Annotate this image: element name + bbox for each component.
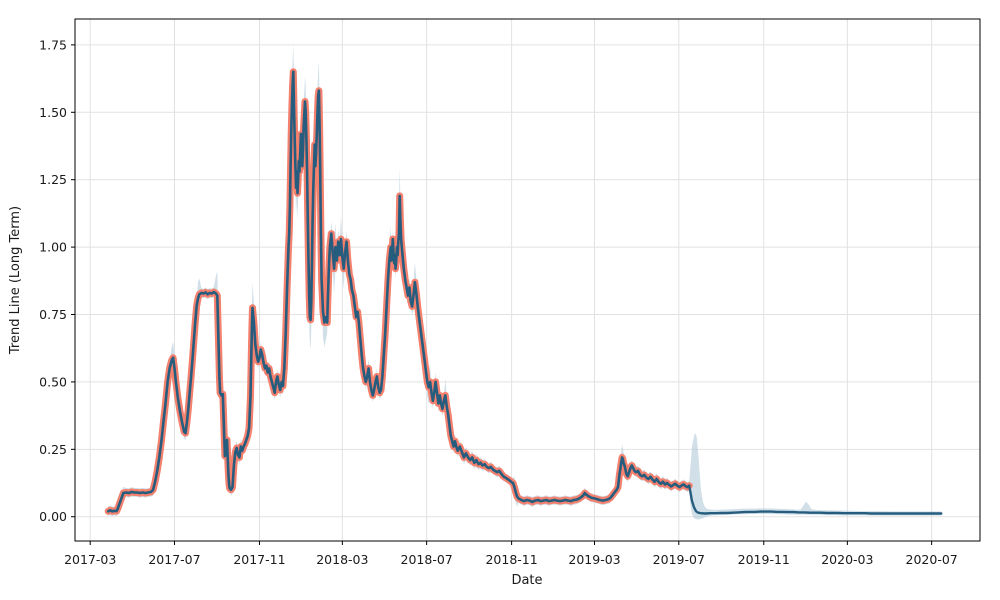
y-tick-label: 0.00: [39, 509, 67, 524]
x-tick-label: 2018-11: [485, 552, 537, 567]
forecast-trend-line: [688, 484, 943, 515]
y-tick-label: 0.25: [39, 442, 67, 457]
forecast-confidence-band: [689, 433, 942, 520]
x-tick-label: 2017-03: [64, 552, 116, 567]
series-layer: [104, 68, 943, 515]
y-tick-label: 0.50: [39, 374, 67, 389]
x-tick-label: 2019-11: [738, 552, 790, 567]
historical-confidence-band: [108, 43, 690, 517]
x-tick-label: 2019-07: [653, 552, 705, 567]
x-tick-label: 2017-11: [233, 552, 285, 567]
x-tick-label: 2020-03: [821, 552, 873, 567]
gridlines: [75, 19, 980, 541]
y-tick-label: 1.25: [39, 172, 67, 187]
y-tick-label: 1.00: [39, 240, 67, 255]
x-tick-label: 2019-03: [568, 552, 620, 567]
x-tick-label: 2018-07: [401, 552, 453, 567]
x-tick-label: 2018-03: [316, 552, 368, 567]
y-axis-label: Trend Line (Long Term): [8, 206, 23, 355]
tick-labels: 2017-03 2017-07 2017-11 2018-03 2018-07 2018-…: [39, 37, 958, 567]
historical-trend-line-core: [106, 70, 691, 513]
y-tick-label: 1.75: [39, 37, 67, 52]
axes-layer: [71, 18, 981, 545]
y-tick-label: 1.50: [39, 105, 67, 120]
x-tick-label: 2017-07: [148, 552, 200, 567]
x-tick-label: 2020-07: [906, 552, 958, 567]
historical-trend-line-outer: [104, 68, 693, 515]
y-tick-label: 0.75: [39, 307, 67, 322]
plot-spines: [74, 18, 981, 542]
x-axis-label: Date: [511, 573, 542, 588]
